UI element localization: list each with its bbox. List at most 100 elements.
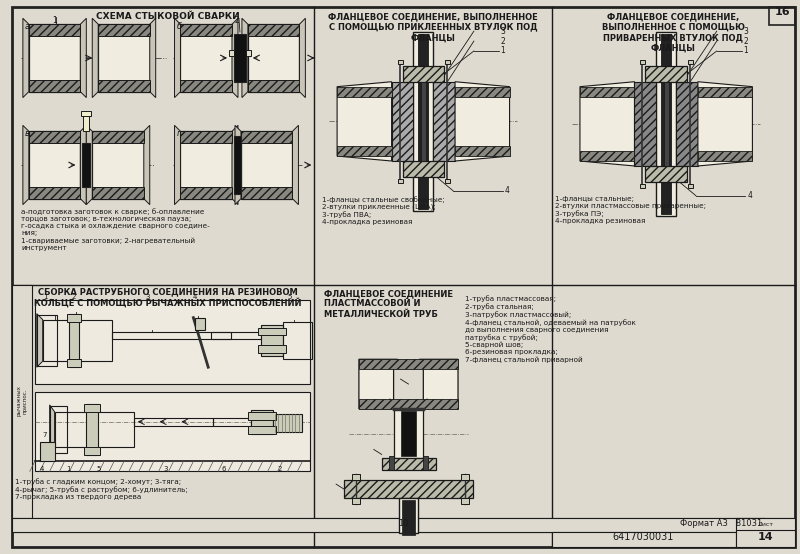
Text: 1-фланцы стальные;
2-втулки пластмассовые приваренные;
3-трубка ПЭ;
4-прокладка : 1-фланцы стальные; 2-втулки пластмассовы…: [555, 196, 706, 224]
Polygon shape: [455, 82, 510, 161]
Bar: [181, 131, 232, 143]
Text: 2: 2: [235, 16, 240, 25]
Polygon shape: [174, 18, 181, 98]
Bar: [770, 7, 795, 25]
Bar: [402, 161, 444, 177]
Polygon shape: [92, 18, 98, 98]
Bar: [641, 184, 646, 188]
Bar: [344, 480, 473, 498]
Bar: [580, 86, 634, 96]
Bar: [29, 24, 80, 36]
Bar: [646, 166, 687, 182]
Bar: [402, 66, 444, 82]
Polygon shape: [299, 18, 306, 98]
Bar: [273, 414, 302, 432]
Bar: [42, 320, 112, 361]
Text: 4: 4: [192, 294, 197, 300]
Bar: [394, 409, 423, 458]
Text: 2: 2: [278, 466, 282, 473]
Bar: [234, 136, 241, 194]
Text: 5: 5: [287, 294, 292, 300]
Text: 1-труба пластмассовая;
2-труба стальная;
3-патрубок пластмассовый;
4-фланец стал: 1-труба пластмассовая; 2-труба стальная;…: [465, 295, 636, 363]
Text: в: в: [25, 129, 30, 138]
Bar: [389, 456, 394, 470]
Polygon shape: [80, 18, 86, 98]
Text: г: г: [177, 129, 181, 138]
Bar: [84, 448, 100, 455]
Bar: [662, 34, 671, 213]
Bar: [83, 115, 90, 131]
Bar: [12, 285, 32, 518]
Bar: [337, 86, 392, 96]
Bar: [229, 50, 234, 56]
Bar: [402, 500, 415, 535]
Polygon shape: [242, 18, 248, 98]
Bar: [455, 146, 510, 156]
Bar: [248, 24, 299, 91]
Bar: [211, 331, 261, 340]
Bar: [195, 317, 206, 330]
Bar: [248, 24, 299, 36]
Bar: [641, 60, 646, 64]
Text: СХЕМА СТЫКОВОЙ СВАРКИ: СХЕМА СТЫКОВОЙ СВАРКИ: [96, 12, 239, 22]
Bar: [34, 392, 310, 471]
Bar: [67, 314, 82, 322]
Bar: [461, 498, 469, 504]
Bar: [552, 285, 795, 518]
Text: 10: 10: [398, 519, 409, 528]
Bar: [40, 442, 54, 461]
Bar: [646, 66, 687, 82]
Bar: [735, 518, 795, 547]
Polygon shape: [86, 125, 92, 204]
Bar: [29, 24, 80, 91]
Bar: [352, 474, 360, 480]
Bar: [418, 34, 428, 209]
Text: 14: 14: [758, 532, 773, 542]
Bar: [241, 187, 293, 199]
Text: 1: 1: [53, 16, 58, 25]
Text: 6417030031: 6417030031: [613, 532, 674, 542]
Bar: [398, 179, 402, 183]
Bar: [352, 498, 360, 504]
Bar: [98, 80, 150, 91]
Bar: [248, 412, 276, 420]
Polygon shape: [80, 125, 86, 204]
Bar: [261, 325, 282, 356]
Text: 16: 16: [774, 7, 790, 17]
Bar: [86, 404, 98, 455]
Bar: [455, 86, 510, 96]
Text: ФЛАНЦЕВОЕ СОЕДИНЕНИЕ,
ВЫПОЛНЕННОЕ С ПОМОЩЬЮ
ПРИВАРЕННЫХ ВТУЛОК ПОД
ФЛАНЦЫ: ФЛАНЦЕВОЕ СОЕДИНЕНИЕ, ВЫПОЛНЕННОЕ С ПОМО…: [602, 12, 745, 53]
Bar: [181, 187, 232, 199]
Text: 5: 5: [96, 466, 101, 473]
Text: 3: 3: [164, 466, 168, 473]
Bar: [29, 131, 80, 199]
Polygon shape: [235, 125, 241, 204]
Bar: [248, 425, 276, 434]
Bar: [92, 131, 144, 199]
Bar: [282, 322, 312, 360]
Bar: [29, 187, 80, 199]
Bar: [251, 410, 273, 434]
Polygon shape: [293, 125, 298, 204]
Bar: [98, 24, 150, 91]
Bar: [398, 498, 418, 533]
Bar: [676, 82, 698, 166]
Bar: [70, 314, 79, 367]
Text: 1: 1: [501, 47, 506, 55]
Polygon shape: [232, 18, 238, 98]
Bar: [445, 60, 450, 64]
Bar: [84, 404, 100, 412]
Polygon shape: [698, 82, 753, 166]
Bar: [392, 82, 414, 161]
Bar: [82, 111, 91, 116]
Text: 2: 2: [501, 37, 506, 45]
Bar: [359, 399, 458, 409]
Polygon shape: [580, 82, 634, 166]
Text: 2: 2: [743, 37, 748, 45]
Bar: [698, 86, 753, 96]
Bar: [54, 412, 134, 447]
Polygon shape: [419, 360, 458, 409]
Bar: [181, 80, 232, 91]
Bar: [258, 345, 286, 353]
Bar: [234, 34, 246, 82]
